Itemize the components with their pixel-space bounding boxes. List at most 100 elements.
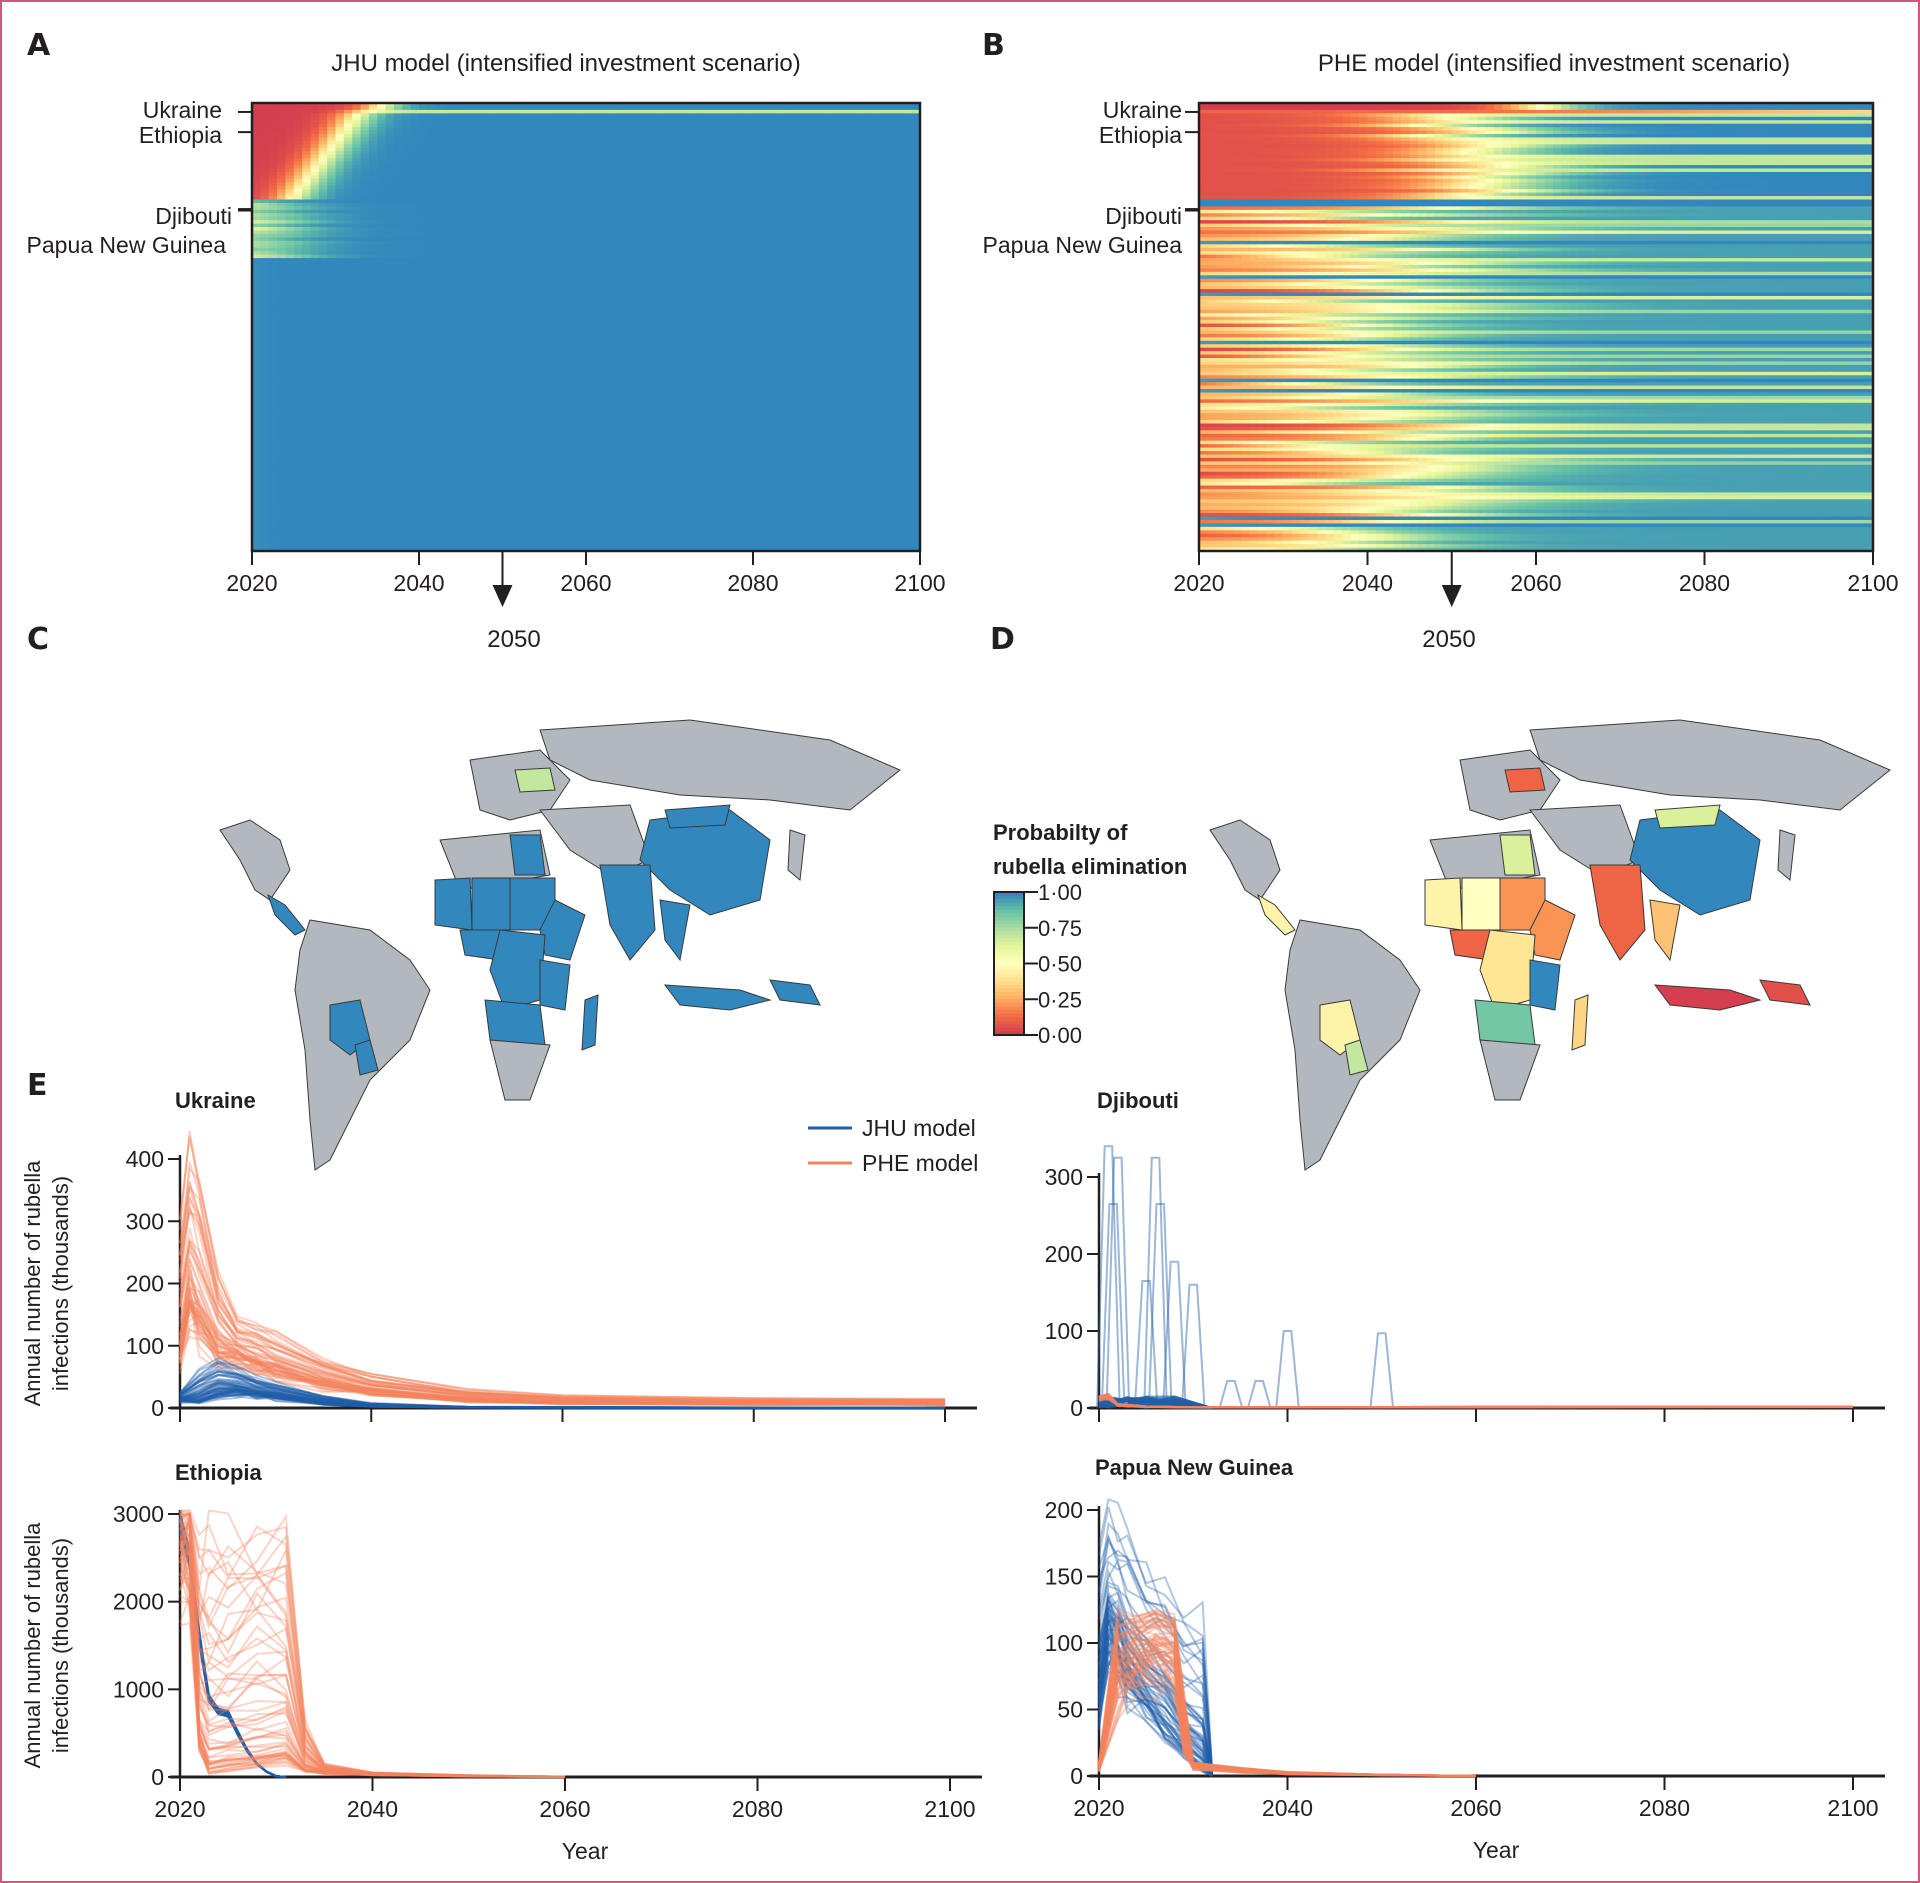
heatmap-cell <box>410 123 420 128</box>
heatmap-cell <box>886 244 896 249</box>
heatmap-cell <box>260 182 270 187</box>
heatmap-cell <box>435 137 445 142</box>
heatmap-cell <box>368 154 378 159</box>
heatmap-cell <box>419 264 428 270</box>
heatmap-cell <box>569 244 579 249</box>
heatmap-cell <box>761 134 771 139</box>
heatmap-cell <box>452 127 462 132</box>
heatmap-cell <box>385 289 395 294</box>
heatmap-cell <box>552 137 562 142</box>
heatmap-cell <box>302 233 312 238</box>
heatmap-cell <box>878 289 888 294</box>
heatmap-cell <box>402 220 412 225</box>
heatmap-cell <box>293 264 303 270</box>
heatmap-cell <box>886 264 896 270</box>
heatmap-cell <box>894 261 904 266</box>
heatmap-cell <box>644 278 654 283</box>
heatmap-cell <box>803 113 813 118</box>
heatmap-cell <box>619 103 629 108</box>
heatmap-cell <box>285 134 295 139</box>
heatmap-cell <box>560 171 570 176</box>
heatmap-cell <box>485 103 495 108</box>
heatmap-cell <box>335 116 345 121</box>
heatmap-cell <box>552 299 562 304</box>
heatmap-cell <box>552 220 562 225</box>
heatmap-cell <box>535 227 545 232</box>
heatmap-cell <box>252 106 261 111</box>
heatmap-cell <box>510 171 520 176</box>
heatmap-cell <box>819 251 829 256</box>
heatmap-cell <box>402 113 412 118</box>
heatmap-cell <box>318 295 328 301</box>
heatmap-cell <box>836 144 846 149</box>
heatmap-cell <box>485 151 495 156</box>
heatmap-cell <box>702 216 712 221</box>
heatmap-cell <box>844 306 854 311</box>
heatmap-cell <box>844 103 854 108</box>
heatmap-cell <box>869 306 879 311</box>
heatmap-cell <box>385 244 395 249</box>
heatmap-cell <box>878 130 888 135</box>
heatmap-cell <box>869 309 879 314</box>
heatmap-cell <box>335 306 345 311</box>
heatmap-cell <box>794 134 804 139</box>
heatmap-cell <box>627 199 637 204</box>
heatmap-cell <box>335 282 345 287</box>
heatmap-cell <box>293 123 303 128</box>
heatmap-cell <box>277 192 286 197</box>
heatmap-cell <box>803 116 813 121</box>
heatmap-cell <box>669 171 679 176</box>
heatmap-cell <box>427 289 437 294</box>
heatmap-cell <box>494 209 504 214</box>
heatmap-cell <box>427 106 437 111</box>
heatmap-cell <box>327 120 337 125</box>
heatmap-cell <box>360 227 370 232</box>
heatmap-cell <box>727 113 737 118</box>
heatmap-cell <box>260 251 270 256</box>
heatmap-cell <box>569 144 579 149</box>
heatmap-cell <box>619 137 629 142</box>
heatmap-cell <box>352 254 362 259</box>
heatmap-cell <box>360 233 370 238</box>
heatmap-cell <box>385 216 395 221</box>
heatmap-cell <box>527 127 537 132</box>
heatmap-cell <box>778 144 787 149</box>
heatmap-cell <box>869 140 879 145</box>
heatmap-cell <box>335 192 345 197</box>
heatmap-cell <box>494 271 504 276</box>
heatmap-cell <box>636 123 646 128</box>
heatmap-cell <box>611 306 620 311</box>
heatmap-cell <box>794 140 804 145</box>
heatmap-cell <box>652 106 662 111</box>
heatmap-cell <box>677 237 687 242</box>
heatmap-cell <box>427 134 437 139</box>
heatmap-cell <box>569 182 579 187</box>
heatmap-cell <box>836 209 846 214</box>
heatmap-cell <box>761 295 771 301</box>
heatmap-cell <box>744 116 754 121</box>
heatmap-cell <box>869 123 879 128</box>
heatmap-cell <box>786 309 796 314</box>
heatmap-cell <box>452 165 462 170</box>
heatmap-cell <box>494 120 504 125</box>
heatmap-cell <box>719 189 729 194</box>
heatmap-cell <box>444 216 453 221</box>
heatmap-cell <box>753 134 762 139</box>
heatmap-cell <box>435 271 445 276</box>
heatmap-cell <box>761 182 771 187</box>
heatmap-cell <box>452 151 462 156</box>
heatmap-cell <box>485 137 495 142</box>
heatmap-cell <box>828 137 838 142</box>
heatmap-cell <box>318 140 328 145</box>
heatmap-cell <box>711 278 721 283</box>
heatmap-cell <box>419 199 428 204</box>
heatmap-cell <box>519 137 529 142</box>
heatmap-cell <box>636 192 646 197</box>
heatmap-cell <box>435 206 445 211</box>
heatmap-cell <box>611 237 620 242</box>
heatmap-cell <box>327 182 337 187</box>
heatmap-cell <box>853 189 863 194</box>
heatmap-cell <box>385 271 395 276</box>
heatmap-cell <box>560 254 570 259</box>
heatmap-cell <box>869 209 879 214</box>
